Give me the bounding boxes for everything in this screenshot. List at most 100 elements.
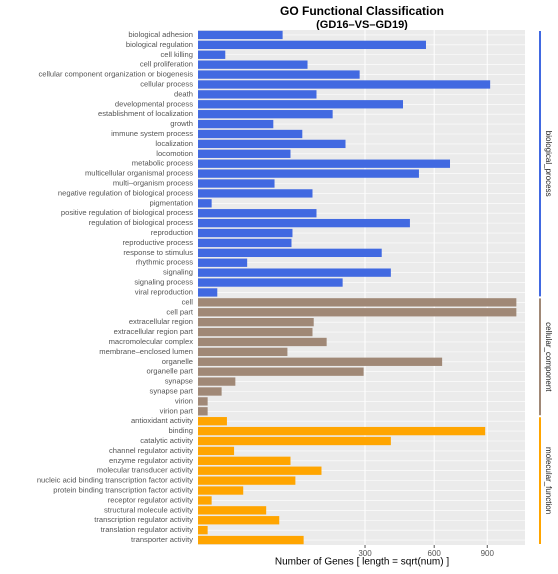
legend-label: molecular_function [544,447,553,514]
y-tick-label: biological adhesion [128,30,193,39]
bar [198,50,226,59]
y-tick-label: immune system process [111,129,193,138]
y-tick-label: localization [155,139,193,148]
chart-subtitle: (GD16–VS–GD19) [316,19,408,31]
bar [198,327,313,337]
y-tick-label: pigmentation [150,198,193,207]
bar [198,268,391,277]
y-tick-label: cell killing [161,50,194,59]
y-tick-label: multi–organism process [113,179,193,188]
y-tick-label: death [174,89,193,98]
y-tick-label: catalytic activity [140,436,193,445]
y-tick-label: macromolecular complex [109,337,194,346]
bar [198,70,360,79]
y-tick-label: cellular component organization or bioge… [38,70,193,79]
y-tick-label: response to stimulus [123,248,193,257]
y-tick-label: structural molecule activity [104,505,193,514]
y-tick-label: negative regulation of biological proces… [58,188,193,197]
bar [198,506,267,515]
bar [198,337,327,347]
y-tick-label: establishment of localization [98,109,193,118]
y-tick-label: antioxidant activity [131,416,193,425]
y-tick-label: multicellular organismal process [85,169,193,178]
y-tick-label: nucleic acid binding transcription facto… [37,476,193,485]
y-tick-label: cell [182,297,194,306]
y-tick-label: locomotion [156,149,193,158]
y-tick-label: cell proliferation [140,60,193,69]
y-tick-label: virion part [160,406,194,415]
legend-label: cellular_component [544,322,553,392]
y-tick-label: extracellular region [129,317,193,326]
y-tick-label: transporter activity [131,535,193,544]
y-tick-label: synapse [165,377,193,386]
bar [198,119,274,129]
y-tick-label: binding [169,426,194,435]
bar [198,476,296,485]
bar [198,377,236,386]
bar [198,347,288,357]
bar [198,486,244,495]
x-tick-label: 300 [358,549,372,558]
bar [198,357,443,366]
bar [198,129,303,139]
x-tick-label: 600 [428,549,442,558]
bar [198,40,426,50]
y-tick-label: reproduction [151,228,193,237]
y-tick-label: enzyme regulator activity [109,456,193,465]
bar [198,446,235,456]
bar [198,496,212,505]
y-tick-label: membrane–enclosed lumen [99,347,193,356]
y-tick-label: receptor regulator activity [108,495,193,504]
bar [198,258,248,267]
y-tick-label: growth [170,119,193,128]
y-tick-label: metabolic process [132,159,193,168]
y-tick-label: developmental process [115,99,193,108]
bar [198,516,280,525]
y-tick-label: virion [175,396,193,405]
bar [198,228,293,238]
bar [198,238,292,248]
bar [198,525,208,535]
bar [198,90,317,99]
bar [198,278,343,287]
bar [198,407,208,416]
bar [198,426,486,436]
y-tick-label: regulation of biological process [89,218,193,227]
bar [198,397,208,406]
bar [198,436,391,446]
bar [198,387,222,396]
bar [198,100,404,109]
y-tick-label: biological regulation [126,40,193,49]
y-tick-label: cell part [166,307,193,316]
y-tick-label: signaling process [134,278,193,287]
y-tick-label: organelle part [147,367,194,376]
y-tick-label: reproductive process [123,238,194,247]
bar [198,218,410,228]
bar [198,248,382,257]
y-tick-label: molecular transducer activity [97,466,193,475]
bar [198,149,291,158]
bar [198,288,218,297]
y-tick-label: signaling [163,268,193,277]
bar [198,535,304,545]
y-tick-label: positive regulation of biological proces… [61,208,193,217]
bar [198,179,275,188]
bar [198,367,364,376]
bar [198,80,491,89]
y-tick-label: protein binding transcription factor act… [53,486,193,495]
bar [198,189,313,198]
bar [198,417,227,426]
bar [198,456,291,465]
bar [198,60,308,69]
bar [198,159,451,168]
y-tick-label: extracellular region part [114,327,194,336]
bar [198,30,283,40]
bar [198,199,212,208]
y-tick-label: channel regulator activity [109,446,193,455]
x-axis-label: Number of Genes [ length = sqrt(num) ] [275,557,449,568]
bar [198,209,317,218]
y-tick-label: transcription regulator activity [94,515,193,524]
bar [198,308,517,317]
chart-title: GO Functional Classification [280,4,444,18]
